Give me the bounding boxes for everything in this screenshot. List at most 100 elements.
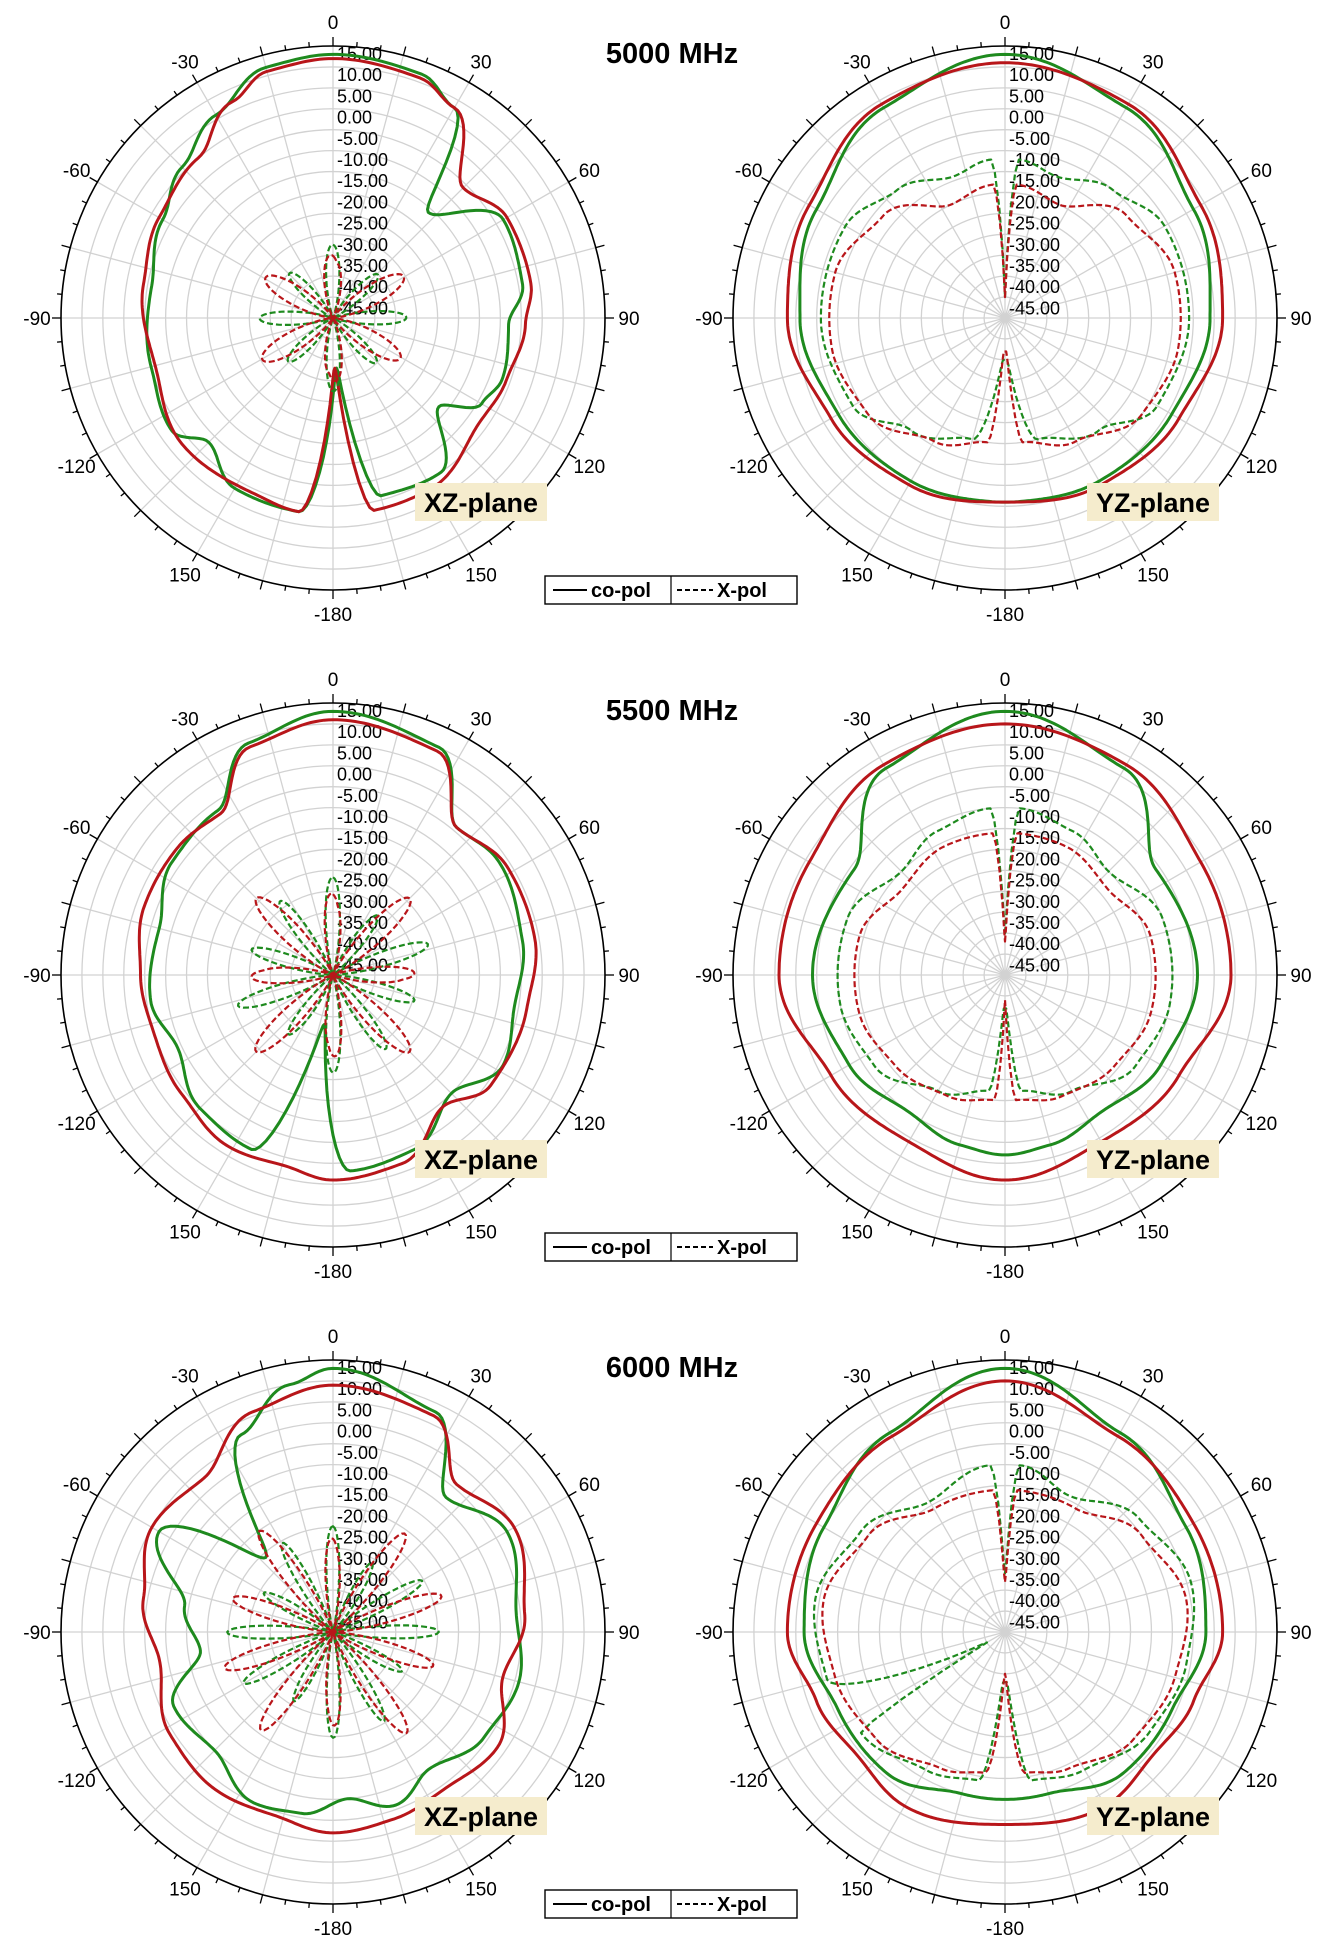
- angle-tick-label: 150: [841, 1879, 873, 1900]
- angle-tick: [595, 387, 605, 392]
- grid-spoke: [97, 838, 334, 976]
- frequency-label: 6000 MHz: [606, 1352, 738, 1384]
- series-green-xpol: [812, 1464, 1196, 1782]
- angle-tick-label: -180: [314, 605, 352, 626]
- angle-tick: [1272, 1583, 1278, 1586]
- series-red-copol: [141, 1383, 527, 1835]
- angle-tick-label: -90: [695, 309, 722, 330]
- angle-tick-label: 90: [618, 966, 639, 987]
- angle-tick: [1179, 762, 1184, 768]
- angle-tick: [761, 453, 770, 460]
- radial-tick-label: -20.00: [1009, 849, 1060, 869]
- angle-tick: [805, 1823, 814, 1832]
- grid-spoke: [1004, 317, 1198, 511]
- angle-tick: [1051, 1899, 1054, 1905]
- radial-tick-label: -40.00: [337, 1591, 388, 1611]
- angle-tick: [488, 1197, 493, 1203]
- angle-tick: [744, 879, 750, 883]
- angle-tick: [237, 1887, 241, 1893]
- angle-tick: [284, 1242, 287, 1248]
- grid-spoke: [769, 1495, 1006, 1633]
- angle-tick: [402, 580, 407, 590]
- grid-spoke: [1004, 317, 1268, 390]
- angle-tick: [507, 525, 512, 531]
- grid-spoke: [742, 1560, 1006, 1633]
- angle-tick: [237, 57, 241, 63]
- grid-spoke: [1004, 974, 1198, 1168]
- angle-tick: [402, 1237, 407, 1247]
- angle-tick: [931, 1894, 936, 1904]
- angle-tick: [845, 1197, 850, 1203]
- angle-tick-label: 60: [579, 1475, 600, 1496]
- radial-tick-label: -10.00: [337, 1464, 388, 1484]
- radial-tick-label: -30.00: [1009, 235, 1060, 255]
- angle-tick: [1251, 1089, 1257, 1093]
- grid-spoke: [70, 317, 334, 390]
- grid-spoke: [261, 712, 334, 976]
- angle-tick: [579, 1089, 585, 1093]
- angle-tick: [154, 1419, 159, 1425]
- angle-tick: [1097, 1371, 1101, 1377]
- angle-tick: [1260, 1067, 1266, 1071]
- angle-tick-label: 150: [1137, 565, 1169, 586]
- grid-spoke: [933, 974, 1006, 1238]
- angle-tick-label: 150: [169, 1222, 201, 1243]
- grid-spoke: [261, 55, 334, 319]
- angle-tick: [1272, 1021, 1278, 1024]
- angle-tick-label: 150: [1137, 1879, 1169, 1900]
- angle-tick: [1240, 1490, 1249, 1497]
- angle-tick: [1074, 1237, 1079, 1247]
- angle-tick: [1227, 1130, 1233, 1135]
- angle-tick: [1227, 1787, 1233, 1792]
- angle-tick-label: 90: [1290, 309, 1311, 330]
- angle-tick: [425, 57, 429, 63]
- angle-tick-label: 60: [1251, 161, 1272, 182]
- angle-tick: [215, 66, 219, 72]
- angle-tick: [191, 1388, 198, 1397]
- angle-tick: [555, 1787, 561, 1792]
- angle-tick: [524, 775, 533, 784]
- angle-tick: [845, 747, 850, 753]
- angle-tick: [105, 1130, 111, 1135]
- grid-spoke: [140, 1439, 334, 1633]
- grid-spoke: [332, 974, 405, 1238]
- series-red-xpol: [250, 892, 416, 1058]
- angle-tick: [1240, 1110, 1249, 1117]
- grid-spoke: [70, 974, 334, 1047]
- angle-tick: [259, 1237, 264, 1247]
- angle-tick: [60, 1021, 66, 1024]
- angle-tick: [1196, 775, 1205, 784]
- angle-tick: [1074, 1894, 1079, 1904]
- angle-tick: [215, 723, 219, 729]
- series-red-copol: [140, 57, 533, 514]
- angle-tick: [133, 509, 142, 518]
- angle-tick: [792, 139, 798, 144]
- radial-tick-label: 5.00: [1009, 743, 1044, 763]
- angle-tick: [105, 473, 111, 478]
- angle-tick: [805, 775, 814, 784]
- angle-tick: [215, 1380, 219, 1386]
- radial-tick-label: 5.00: [1009, 86, 1044, 106]
- angle-tick: [1251, 857, 1257, 861]
- angle-tick: [1251, 1746, 1257, 1750]
- angle-tick-label: -90: [23, 1623, 50, 1644]
- angle-tick-label: -120: [730, 1114, 768, 1135]
- angle-tick: [956, 585, 959, 591]
- grid-spoke: [868, 739, 1006, 976]
- angle-tick: [826, 105, 831, 111]
- angle-tick: [555, 473, 561, 478]
- grid-spoke: [1004, 1439, 1198, 1633]
- angle-tick-label: 60: [1251, 818, 1272, 839]
- angle-tick: [1051, 702, 1054, 708]
- angle-tick: [744, 222, 750, 226]
- angle-tick: [507, 1182, 512, 1188]
- angle-tick: [507, 1839, 512, 1845]
- angle-tick: [237, 1230, 241, 1236]
- grid-spoke: [196, 1631, 334, 1868]
- angle-tick: [1260, 410, 1266, 414]
- grid-spoke: [1004, 55, 1077, 319]
- angle-tick: [447, 1380, 451, 1386]
- angle-tick: [1240, 833, 1249, 840]
